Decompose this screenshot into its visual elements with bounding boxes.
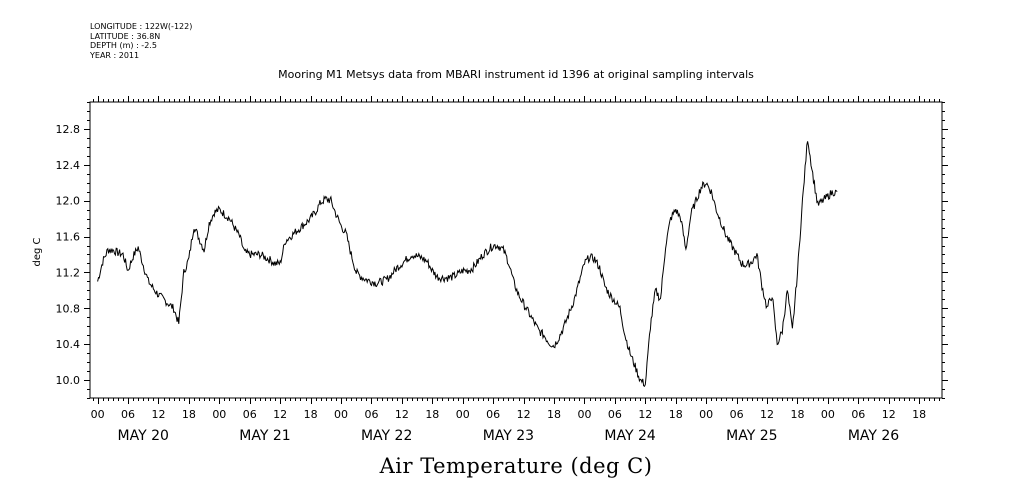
x-hour-tick-label: 18: [912, 408, 926, 421]
x-hour-tick-label: 12: [151, 408, 165, 421]
x-hour-tick-label: 12: [395, 408, 409, 421]
x-hour-tick-label: 12: [760, 408, 774, 421]
x-hour-tick-label: 12: [273, 408, 287, 421]
y-tick-label: 10.0: [56, 374, 81, 387]
x-hour-tick-label: 18: [790, 408, 804, 421]
y-tick-label: 12.4: [56, 159, 81, 172]
x-hour-tick-label: 06: [486, 408, 500, 421]
x-hour-tick-label: 18: [182, 408, 196, 421]
chart-title: Mooring M1 Metsys data from MBARI instru…: [278, 68, 754, 81]
x-hour-tick-label: 18: [669, 408, 683, 421]
x-day-label: MAY 24: [604, 428, 655, 444]
x-hour-tick-label: 06: [243, 408, 257, 421]
y-tick-label: 11.6: [56, 231, 81, 244]
y-tick-label: 10.4: [56, 338, 81, 351]
x-hour-tick-label: 06: [121, 408, 135, 421]
x-hour-tick-label: 12: [517, 408, 531, 421]
y-axis-label: deg C: [32, 237, 43, 266]
x-hour-tick-label: 00: [699, 408, 713, 421]
x-day-label: MAY 23: [483, 428, 534, 444]
x-hour-tick-label: 12: [882, 408, 896, 421]
x-hour-tick-label: 18: [425, 408, 439, 421]
metadata-block: LONGITUDE : 122W(-122) LATITUDE : 36.8N …: [90, 22, 192, 60]
x-hour-tick-label: 00: [577, 408, 591, 421]
x-hour-tick-label: 00: [91, 408, 105, 421]
x-axis-title: Air Temperature (deg C): [379, 454, 653, 478]
x-hour-tick-label: 18: [304, 408, 318, 421]
plot-frame: [89, 101, 943, 399]
x-hour-tick-label: 00: [212, 408, 226, 421]
x-hour-tick-label: 06: [364, 408, 378, 421]
meta-longitude: LONGITUDE : 122W(-122): [90, 22, 193, 31]
x-hour-tick-label: 18: [547, 408, 561, 421]
y-tick-label: 10.8: [56, 302, 81, 315]
x-hour-tick-label: 00: [821, 408, 835, 421]
y-tick-label: 12.8: [56, 123, 81, 136]
series-line: [97, 141, 838, 388]
y-tick-label: 11.2: [56, 266, 81, 279]
x-day-label: MAY 21: [239, 428, 290, 444]
x-hour-tick-label: 06: [608, 408, 622, 421]
meta-latitude: LATITUDE : 36.8N: [90, 31, 161, 41]
x-hour-tick-label: 06: [730, 408, 744, 421]
x-day-label: MAY 22: [361, 428, 412, 444]
x-day-label: MAY 25: [726, 428, 777, 444]
x-hour-tick-label: 06: [851, 408, 865, 421]
x-day-label: MAY 26: [848, 428, 899, 444]
meta-year: YEAR : 2011: [90, 50, 140, 60]
x-hour-tick-label: 00: [456, 408, 470, 421]
y-tick-label: 12.0: [56, 195, 81, 208]
x-hour-tick-label: 12: [638, 408, 652, 421]
x-hour-tick-label: 00: [334, 408, 348, 421]
x-day-label: MAY 20: [118, 428, 169, 444]
meta-depth: DEPTH (m) : -2.5: [90, 41, 157, 50]
